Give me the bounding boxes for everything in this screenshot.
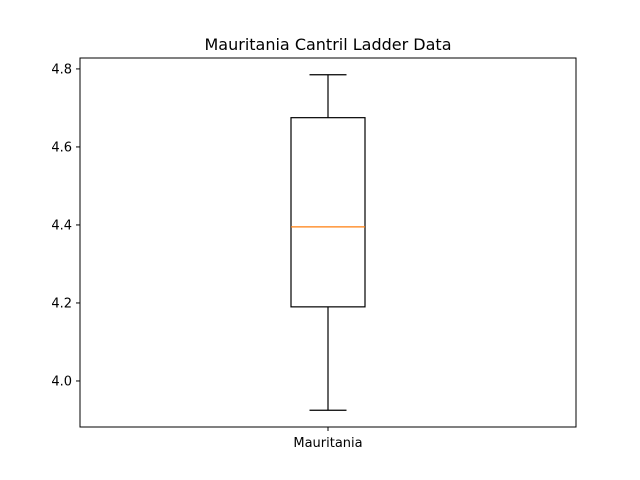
y-tick-label: 4.6 xyxy=(51,140,72,155)
chart-title: Mauritania Cantril Ladder Data xyxy=(204,35,451,54)
iqr-box xyxy=(290,117,366,308)
x-tick-label: Mauritania xyxy=(293,436,362,451)
y-tick-label: 4.4 xyxy=(51,218,72,233)
y-tick-label: 4.8 xyxy=(51,62,72,77)
plot-area: 4.0 4.2 4.4 4.6 4.8 Mauritania xyxy=(51,57,577,451)
y-tick-label: 4.0 xyxy=(51,374,72,389)
y-tick-label: 4.2 xyxy=(51,296,72,311)
